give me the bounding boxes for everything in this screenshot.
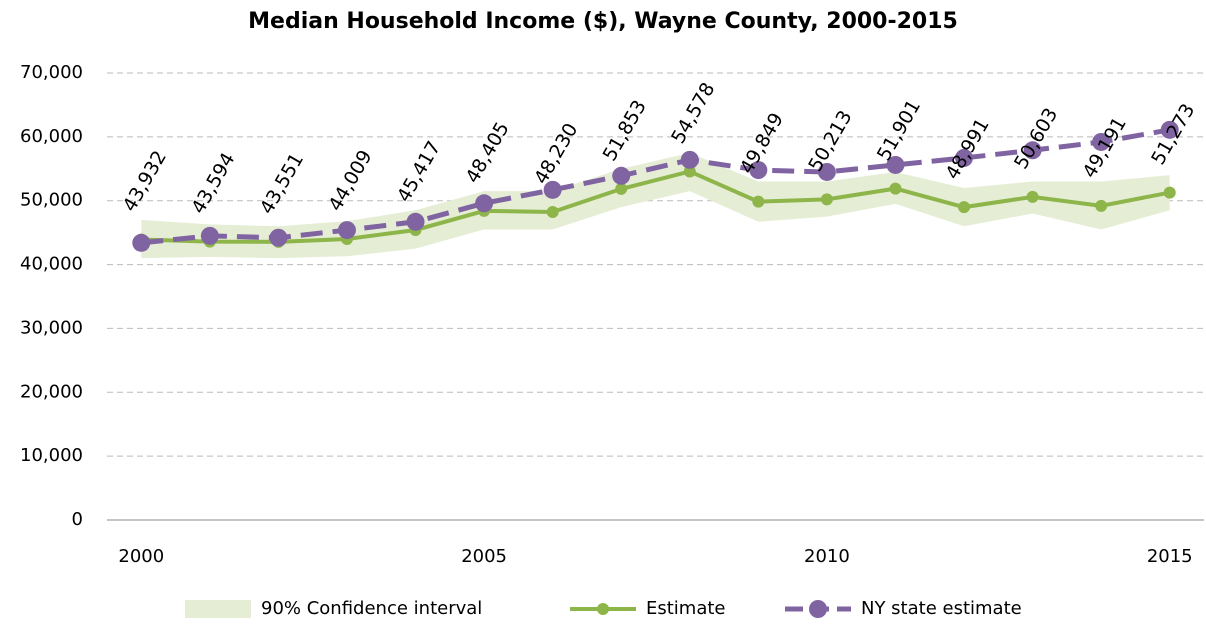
y-tick-label: 60,000: [20, 126, 83, 147]
x-tick-label: 2000: [118, 546, 164, 567]
point: [1095, 199, 1108, 212]
data-label: 48,405: [462, 118, 514, 187]
x-tick-label: 2010: [804, 546, 850, 567]
point: [820, 193, 833, 206]
data-label: 49,191: [1079, 113, 1131, 182]
point: [817, 162, 836, 181]
point: [615, 182, 628, 195]
y-tick-label: 70,000: [20, 62, 83, 83]
point: [1023, 141, 1042, 160]
line: [141, 169, 1171, 244]
x-tick-label: 2015: [1147, 546, 1193, 567]
point: [1163, 186, 1176, 199]
data-label: 50,603: [1010, 104, 1062, 173]
point: [546, 206, 559, 219]
point: [886, 155, 905, 174]
y-tick-label: 40,000: [20, 254, 83, 275]
point: [958, 201, 971, 214]
data-label: 45,417: [393, 137, 445, 206]
legend-label: NY state estimate: [861, 598, 1022, 619]
data-label: 43,594: [187, 149, 239, 218]
y-tick-label: 0: [72, 509, 83, 530]
point: [749, 161, 768, 180]
point: [337, 221, 356, 240]
point: [269, 228, 288, 247]
legend-label: 90% Confidence interval: [261, 598, 482, 619]
point: [955, 148, 974, 167]
y-tick-label: 50,000: [20, 190, 83, 211]
dashed-line: [141, 127, 1171, 246]
point: [200, 226, 219, 245]
y-tick-label: 20,000: [20, 381, 83, 402]
legend-label: Estimate: [646, 598, 726, 619]
point: [1160, 120, 1179, 139]
data-label: 51,853: [599, 96, 651, 165]
point: [406, 212, 425, 231]
legend-marker: [809, 600, 827, 618]
data-label: 48,991: [941, 115, 993, 184]
data-label: 48,230: [530, 119, 582, 188]
point: [1092, 132, 1111, 151]
point: [680, 150, 699, 169]
point: [475, 194, 494, 213]
chart-title: Median Household Income ($), Wayne Count…: [248, 9, 958, 34]
y-tick-label: 30,000: [20, 317, 83, 338]
x-tick-label: 2005: [461, 546, 507, 567]
point: [543, 180, 562, 199]
point: [889, 182, 902, 195]
point: [132, 233, 151, 252]
point: [752, 195, 765, 208]
data-label: 43,932: [119, 147, 171, 216]
data-label: 51,901: [873, 96, 925, 165]
point: [683, 165, 696, 178]
y-tick-label: 10,000: [20, 445, 83, 466]
data-label: 44,009: [324, 146, 376, 215]
data-label: 43,551: [256, 149, 308, 218]
legend-marker: [597, 603, 609, 615]
point: [1026, 190, 1039, 203]
legend-swatch: [185, 600, 251, 618]
point: [612, 166, 631, 185]
